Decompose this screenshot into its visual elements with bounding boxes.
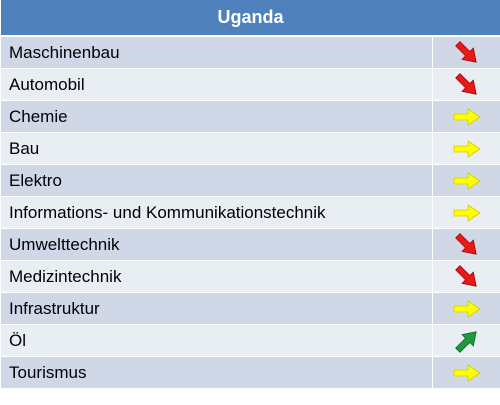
table-title: Uganda (0, 0, 500, 37)
row-label: Automobil (0, 68, 433, 101)
row-label: Medizintechnik (0, 260, 433, 293)
down-arrow (454, 232, 477, 255)
row-label: Tourismus (0, 356, 433, 389)
row-label: Öl (0, 324, 433, 357)
flat-arrow (453, 107, 481, 126)
row-label: Informations- und Kommunikationstechnik (0, 196, 433, 229)
flat-arrow (453, 363, 481, 382)
flat-arrow (453, 203, 481, 222)
down-arrow (454, 40, 477, 63)
flat-arrow (453, 139, 481, 158)
down-arrow (454, 264, 477, 287)
flat-arrow (453, 299, 481, 318)
row-label: Elektro (0, 164, 433, 197)
row-label: Infrastruktur (0, 292, 433, 325)
row-label: Umwelttechnik (0, 228, 433, 261)
trend-table: Uganda Maschinenbau Automobil Chemie Bau… (0, 0, 500, 389)
down-arrow (454, 72, 477, 95)
up-arrow (454, 330, 477, 353)
row-label: Maschinenbau (0, 35, 433, 69)
row-label: Bau (0, 132, 433, 165)
flat-arrow (453, 171, 481, 190)
row-label: Chemie (0, 100, 433, 133)
